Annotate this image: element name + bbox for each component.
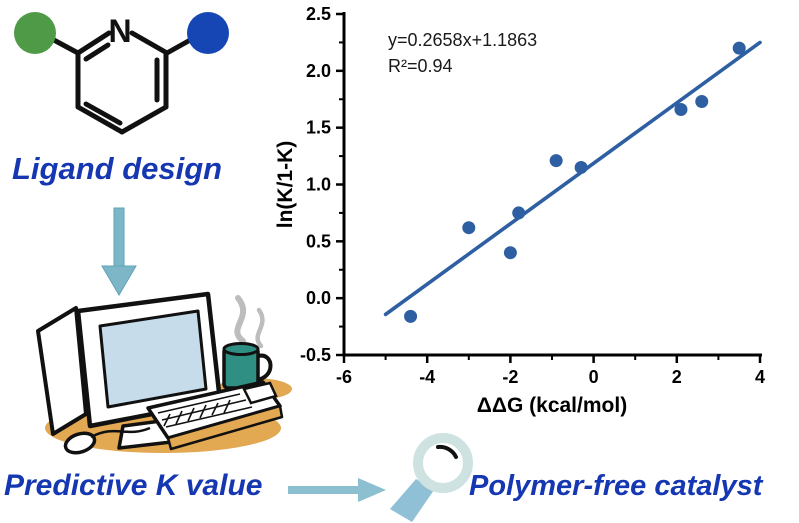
data-point [404,309,418,323]
data-point [732,41,746,55]
mouse-cable [90,426,151,439]
y-axis-title: ln(K/1-K) [274,141,297,229]
fit-equation-label: y=0.2658x+1.1863 [388,30,537,50]
x-tick-label: -2 [502,367,518,387]
fit-line [383,40,762,317]
right-substituent-dot [187,12,229,54]
data-point [503,246,517,260]
y-tick-label: 0.0 [306,288,331,308]
magnifying-glass-icon [390,433,473,522]
pyridine-structure-icon: N [14,12,229,135]
pyridine-ring-bonds [49,30,195,135]
right-arrow-icon [288,478,386,502]
predictive-k-value-label: Predictive K value [4,469,263,502]
y-tick-label: 2.5 [306,4,331,24]
y-tick-label: 0.5 [306,231,331,251]
data-point [462,221,476,235]
data-point [574,160,588,174]
data-point [695,95,709,109]
keyboard-numpad [242,381,278,405]
y-tick-label: 1.5 [306,118,331,138]
y-tick-label: 1.0 [306,175,331,195]
down-arrow-icon [101,207,137,296]
down-arrow-shaft [113,207,125,271]
keyboard-front-edge [166,404,284,451]
keyboard-keys-grid [157,393,253,428]
data-point [512,206,526,220]
mouse-icon [63,431,97,455]
down-arrow-head [101,265,137,296]
nitrogen-atom-label: N [108,13,131,49]
x-tick-label: 2 [672,367,682,387]
monitor-screen [98,309,208,409]
polymer-free-catalyst-label: Polymer-free catalyst [469,470,763,502]
mug-rim [222,342,260,356]
computer-icon [36,291,292,455]
scatter-plot: -6 -4 -2 0 2 4 -0.5 0.0 0.5 1.0 1.5 2.0 2.5 ΔΔG (kcal… [274,4,765,417]
x-tick-label: 0 [589,367,599,387]
steam-icon-2 [255,307,265,349]
magnifier-lens [413,433,473,493]
left-substituent-dot [14,12,56,54]
monitor-side-panel [36,306,88,436]
right-arrow-head [358,478,386,502]
lens-glare [436,444,458,459]
mug-handle [255,353,273,382]
x-tick-label: -4 [419,367,435,387]
data-point [549,154,563,168]
y-tick-label: -0.5 [300,345,331,365]
y-tick-label: 2.0 [306,61,331,81]
right-arrow-shaft [288,486,360,494]
r-squared-label: R²=0.94 [388,56,453,76]
ligand-design-label: Ligand design [12,151,223,186]
steam-icon [234,295,247,344]
data-point [674,102,688,116]
x-tick-label: 4 [755,367,765,387]
magnifier-handle [390,479,434,522]
x-tick-label: -6 [336,367,352,387]
x-axis-title: ΔΔG (kcal/mol) [477,394,627,417]
